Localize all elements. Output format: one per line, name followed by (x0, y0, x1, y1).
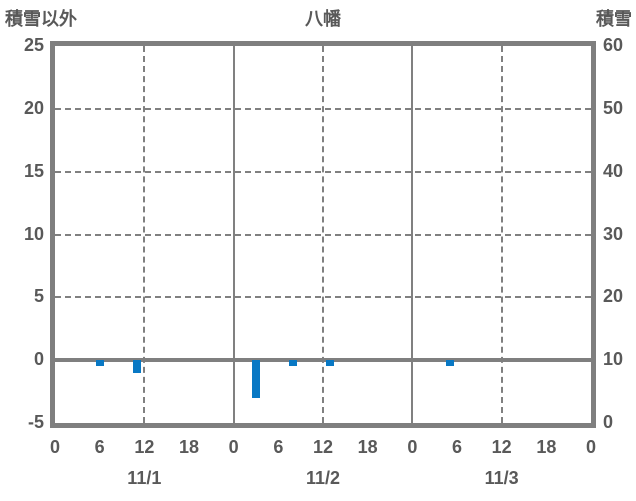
right-axis-tick-label: 20 (603, 286, 624, 307)
right-axis-tick-label: 40 (603, 160, 624, 181)
left-axis-tick-label: 10 (23, 223, 44, 244)
right-axis-tick-label: 60 (603, 35, 624, 55)
x-axis-date-label: 11/3 (484, 468, 519, 488)
plot-area (50, 41, 596, 428)
x-axis-hour-label: 0 (228, 437, 239, 457)
right-axis-tick-label: 10 (603, 349, 624, 370)
x-axis-hour-label: 6 (94, 437, 105, 457)
x-axis-hour-label: 0 (585, 437, 596, 457)
left-axis-title: 積雪以外 (5, 9, 77, 29)
left-axis-tick-label: 20 (23, 97, 44, 118)
x-axis-hour-label: 18 (178, 437, 200, 457)
left-axis-tick-label: 25 (23, 35, 44, 55)
right-axis-tick-label: 50 (603, 97, 624, 118)
x-axis-hour-label: 6 (451, 437, 462, 457)
x-axis-date-label: 11/2 (305, 468, 341, 488)
right-axis-title: 積雪 (596, 9, 632, 29)
chart-title: 八幡 (305, 9, 341, 29)
x-axis-hour-label: 12 (312, 437, 334, 457)
x-axis-hour-label: 12 (134, 437, 155, 457)
left-axis-tick-label: 5 (33, 286, 44, 307)
x-axis-hour-label: 18 (536, 437, 557, 457)
left-axis-tick-label: 0 (33, 349, 44, 370)
x-axis-hour-label: 12 (491, 437, 512, 457)
right-axis-tick-label: 30 (603, 223, 624, 244)
x-axis-hour-label: 0 (49, 437, 60, 457)
right-axis-tick-label: 0 (603, 412, 614, 432)
x-axis-hour-label: 6 (273, 437, 284, 457)
x-axis-hour-label: 0 (407, 437, 418, 457)
left-axis-tick-label: -5 (27, 412, 44, 432)
left-axis-tick-label: 15 (23, 160, 44, 181)
x-axis-hour-label: 18 (357, 437, 378, 457)
x-axis-date-label: 11/1 (127, 468, 162, 488)
